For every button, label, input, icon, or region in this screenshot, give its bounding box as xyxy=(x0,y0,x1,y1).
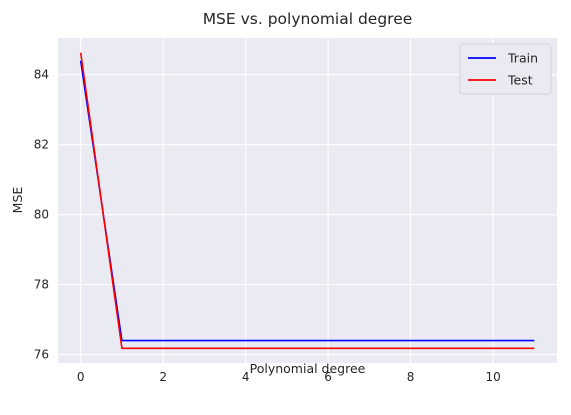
legend-label-test: Test xyxy=(507,73,533,88)
x-tick-label: 8 xyxy=(407,370,415,384)
y-tick-label: 76 xyxy=(34,348,49,362)
x-axis-label: Polynomial degree xyxy=(250,361,366,376)
legend-label-train: Train xyxy=(507,51,538,66)
y-axis-label: MSE xyxy=(10,187,25,214)
x-tick-label: 4 xyxy=(242,370,250,384)
y-tick-label: 82 xyxy=(34,138,49,152)
series-lines xyxy=(79,52,535,350)
y-tick-label: 80 xyxy=(34,208,49,222)
y-tick-label: 84 xyxy=(34,68,49,82)
x-tick-labels: 0 2 4 6 8 10 xyxy=(77,370,501,384)
x-tick-label: 6 xyxy=(324,370,332,384)
series-line-train xyxy=(79,60,535,342)
x-tick-label: 10 xyxy=(485,370,500,384)
chart-title: MSE vs. polynomial degree xyxy=(203,10,413,28)
x-tick-label: 2 xyxy=(159,370,167,384)
x-tick-label: 0 xyxy=(77,370,85,384)
y-tick-labels: 76 78 80 82 84 xyxy=(34,68,49,362)
legend: Train Test xyxy=(459,43,552,95)
legend-box xyxy=(459,43,552,95)
series-line-test xyxy=(79,52,535,350)
y-tick-label: 78 xyxy=(34,278,49,292)
